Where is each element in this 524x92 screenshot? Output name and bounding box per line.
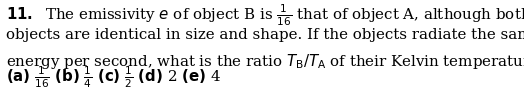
Text: objects are identical in size and shape. If the objects radiate the same: objects are identical in size and shape.… [6, 28, 524, 42]
Text: $\mathbf{(a)}$ $\frac{1}{16}$ $\mathbf{(b)}$ $\frac{1}{4}$ $\mathbf{(c)}$ $\frac: $\mathbf{(a)}$ $\frac{1}{16}$ $\mathbf{(… [6, 65, 221, 90]
Text: energy per second, what is the ratio $T_{\mathrm{B}}/T_{\mathrm{A}}$ of their Ke: energy per second, what is the ratio $T_… [6, 52, 524, 71]
Text: $\mathbf{11.}$  The emissivity $e$ of object B is $\frac{1}{16}$ that of object : $\mathbf{11.}$ The emissivity $e$ of obj… [6, 3, 524, 28]
